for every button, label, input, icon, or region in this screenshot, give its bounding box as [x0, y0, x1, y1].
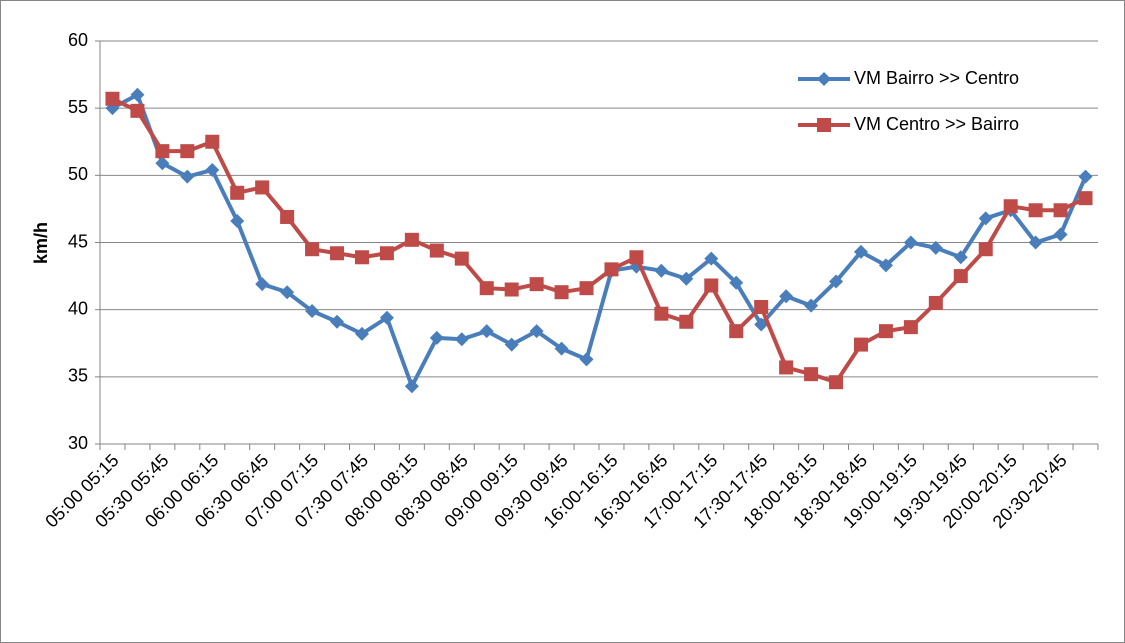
data-point: [729, 275, 744, 290]
data-point: [404, 379, 419, 394]
data-point: [754, 317, 769, 332]
data-point: [404, 232, 419, 247]
y-tick-label: 35: [68, 366, 88, 386]
data-point: [978, 211, 993, 226]
data-point: [280, 285, 295, 300]
data-point: [654, 306, 669, 321]
data-point: [1053, 203, 1068, 218]
data-point: [330, 314, 345, 329]
data-point: [779, 360, 794, 375]
y-tick-label: 45: [68, 231, 88, 251]
data-point: [829, 375, 844, 390]
data-point: [978, 242, 993, 257]
data-point: [1028, 235, 1043, 250]
data-point: [504, 337, 519, 352]
data-point: [903, 320, 918, 335]
y-axis-label: km/h: [31, 222, 51, 264]
data-point: [878, 324, 893, 339]
data-point: [354, 250, 369, 265]
data-point: [379, 246, 394, 261]
data-point: [479, 281, 494, 296]
data-point: [903, 235, 918, 250]
data-point: [604, 262, 619, 277]
data-point: [579, 352, 594, 367]
data-point: [629, 250, 644, 265]
data-point: [429, 243, 444, 258]
legend-label: VM Bairro >> Centro: [854, 68, 1019, 88]
data-point: [554, 341, 569, 356]
y-tick-label: 55: [68, 97, 88, 117]
data-point: [155, 144, 170, 159]
data-point: [579, 281, 594, 296]
data-point: [654, 263, 669, 278]
data-point: [280, 209, 295, 224]
y-tick-label: 50: [68, 164, 88, 184]
data-point: [804, 367, 819, 382]
legend-label: VM Centro >> Bairro: [854, 114, 1019, 134]
data-point: [354, 326, 369, 341]
data-point: [754, 299, 769, 314]
data-point: [230, 214, 245, 229]
data-point: [704, 278, 719, 293]
y-tick-label: 60: [68, 30, 88, 50]
data-point: [504, 282, 519, 297]
data-point: [878, 258, 893, 273]
data-point: [729, 324, 744, 339]
data-point: [479, 324, 494, 339]
marker: [817, 72, 831, 86]
data-point: [205, 134, 220, 149]
y-tick-label: 40: [68, 298, 88, 318]
data-point: [928, 240, 943, 255]
data-point: [379, 310, 394, 325]
data-point: [454, 332, 469, 347]
data-point: [953, 250, 968, 265]
data-point: [255, 277, 270, 292]
data-point: [1028, 203, 1043, 218]
data-point: [529, 277, 544, 292]
data-point: [853, 244, 868, 259]
data-point: [454, 251, 469, 266]
data-point: [230, 185, 245, 200]
data-point: [429, 330, 444, 345]
y-tick-label: 30: [68, 433, 88, 453]
data-point: [1053, 227, 1068, 242]
data-point: [305, 304, 320, 319]
marker: [817, 118, 831, 132]
data-point: [679, 314, 694, 329]
data-point: [953, 269, 968, 284]
data-point: [804, 298, 819, 313]
data-point: [704, 251, 719, 266]
data-point: [829, 274, 844, 289]
data-point: [529, 324, 544, 339]
data-point: [155, 156, 170, 171]
data-point: [779, 289, 794, 304]
data-point: [205, 162, 220, 177]
data-point: [130, 103, 145, 118]
data-point: [305, 242, 320, 257]
data-point: [679, 271, 694, 286]
series-line: [111, 92, 1088, 389]
data-point: [255, 180, 270, 195]
data-point: [928, 295, 943, 310]
data-point: [180, 169, 195, 184]
series-line: [111, 96, 1087, 385]
data-point: [105, 91, 120, 106]
data-point: [853, 337, 868, 352]
data-point: [1078, 191, 1093, 206]
data-point: [330, 246, 345, 261]
data-point: [1078, 169, 1093, 184]
data-point: [130, 87, 145, 102]
data-point: [1003, 199, 1018, 214]
data-point: [554, 285, 569, 300]
data-point: [180, 144, 195, 159]
